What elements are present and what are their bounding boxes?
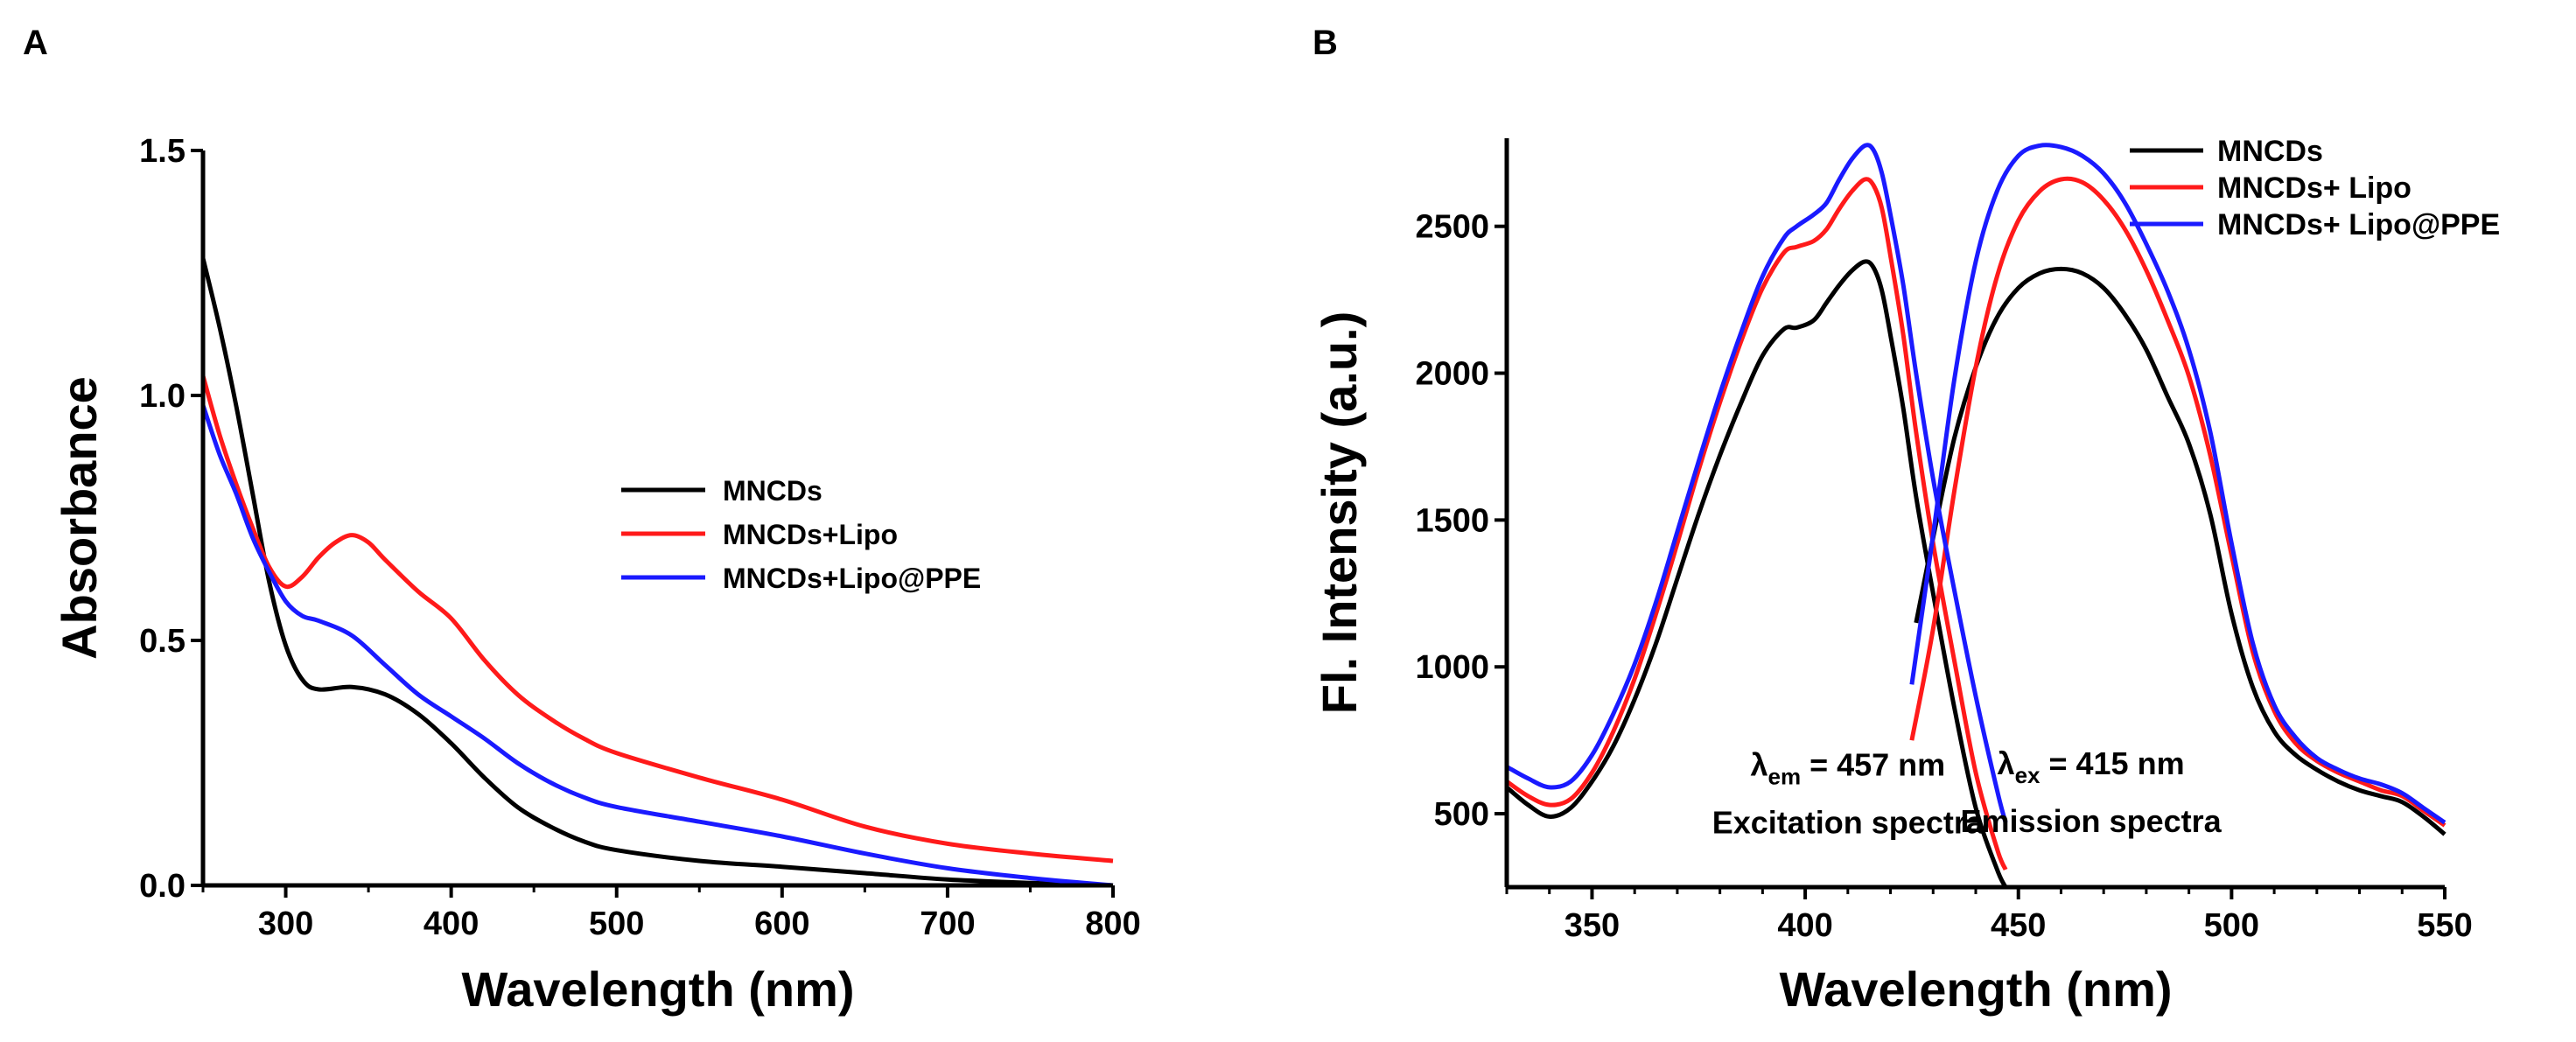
legend-label-1: MNCDs+ Lipo <box>2217 171 2412 205</box>
y-tick-label: 1.0 <box>139 378 186 415</box>
y-tick-label: 1.5 <box>139 133 186 170</box>
panel-a-label: A <box>23 24 48 62</box>
legend-label-0: MNCDs <box>723 475 822 507</box>
y-tick-label: 2000 <box>1415 356 1489 393</box>
legend-label-1: MNCDs+Lipo <box>723 519 898 550</box>
emission-line-1 <box>1909 176 2446 828</box>
y-tick-label: 500 <box>1434 796 1489 833</box>
annotation-caption-1: Emission spectra <box>1961 803 2222 839</box>
panel-b-x-label: Wavelength (nm) <box>1779 962 2172 1017</box>
excitation-line-0 <box>1505 259 2008 889</box>
panel-b: B 500 1000 1500 2000 2500 350 400 450 500 550 Wav… <box>1312 24 2500 1017</box>
panel-a-curves <box>200 257 1114 888</box>
excitation-line-2 <box>1505 143 2008 823</box>
panel-a-x-label: Wavelength (nm) <box>461 962 854 1017</box>
x-tick-label: 400 <box>1777 907 1832 944</box>
annotation-lambda-0: λem = 457 nm <box>1750 746 1945 789</box>
x-tick-label: 600 <box>754 906 809 942</box>
panel-a-y-label: Absorbance <box>52 376 107 660</box>
x-tick-label: 400 <box>424 906 479 942</box>
panel-a-legend: MNCDs MNCDs+Lipo MNCDs+Lipo@PPE <box>621 475 981 594</box>
series-line-2 <box>200 404 1114 888</box>
panel-b-annotations: λem = 457 nm Excitation spectra λex = 415 … <box>1712 745 2222 841</box>
x-tick-label: 300 <box>258 906 313 942</box>
x-tick-label: 550 <box>2417 907 2472 944</box>
y-tick-label: 1000 <box>1415 649 1489 686</box>
x-tick-label: 450 <box>1991 907 2046 944</box>
series-line-1 <box>200 374 1114 864</box>
panel-b-ticks: 500 1000 1500 2000 2500 350 400 450 500 550 <box>1415 209 2472 944</box>
legend-label-0: MNCDs <box>2217 135 2323 168</box>
x-tick-label: 800 <box>1085 906 1140 942</box>
panel-b-y-label: Fl. Intensity (a.u.) <box>1312 311 1367 714</box>
x-tick-label: 350 <box>1564 907 1620 944</box>
x-tick-label: 700 <box>920 906 975 942</box>
legend-label-2: MNCDs+ Lipo@PPE <box>2217 208 2500 241</box>
y-tick-label: 0.5 <box>139 623 186 660</box>
x-tick-label: 500 <box>589 906 644 942</box>
panel-a: A 0.0 0.5 1.0 1.5 300 400 500 600 700 800 Wavelen… <box>23 24 1141 1017</box>
legend-label-2: MNCDs+Lipo@PPE <box>723 563 981 594</box>
series-line-0 <box>200 257 1114 888</box>
y-tick-label: 2500 <box>1415 209 1489 246</box>
x-tick-label: 500 <box>2204 907 2259 944</box>
excitation-line-1 <box>1505 177 2008 871</box>
panel-a-ticks: 0.0 0.5 1.0 1.5 300 400 500 600 700 800 <box>139 133 1141 942</box>
emission-line-2 <box>1909 143 2446 825</box>
y-tick-label: 0.0 <box>139 868 186 905</box>
panel-b-label: B <box>1312 24 1338 62</box>
annotation-caption-0: Excitation spectra <box>1712 804 1984 840</box>
y-tick-label: 1500 <box>1415 502 1489 539</box>
panel-b-curves <box>1505 143 2446 889</box>
emission-line-0 <box>1914 266 2446 836</box>
annotation-lambda-1: λex = 415 nm <box>1998 745 2185 788</box>
